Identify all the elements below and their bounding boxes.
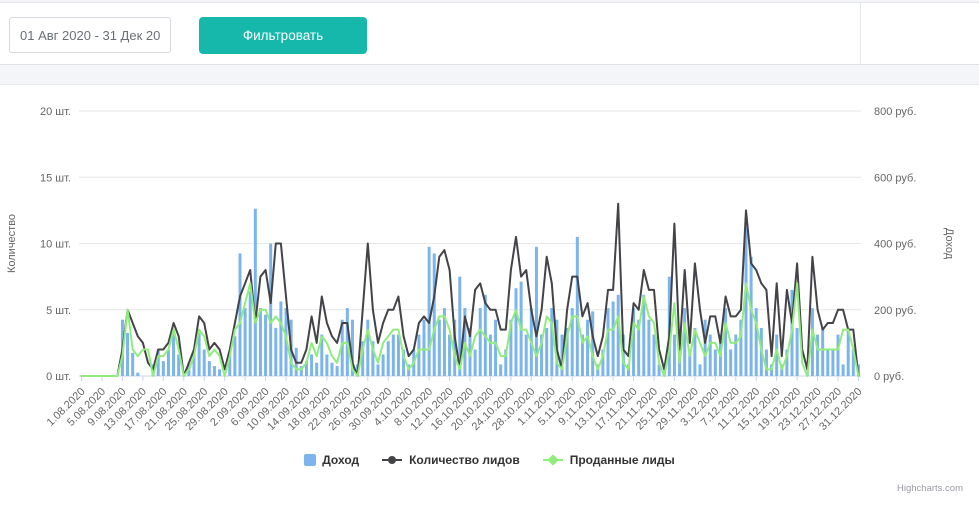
svg-text:15 шт.: 15 шт.	[40, 172, 71, 184]
right-axis-title: Доход	[943, 228, 955, 260]
legend-label: Количество лидов	[409, 453, 520, 467]
svg-text:600 руб.: 600 руб.	[874, 172, 916, 184]
legend-item-square[interactable]: Доход	[304, 453, 359, 467]
toolbar: Фильтровать	[0, 2, 979, 65]
circle-legend-marker-icon	[382, 456, 403, 464]
combo-chart: 0 шт. 0 руб. 5 шт. 200 руб. 10 шт. 400 руб. 15…	[6, 106, 955, 433]
highcharts-credits-link[interactable]: Highcharts.com	[897, 483, 963, 494]
svg-text:20 шт.: 20 шт.	[40, 106, 71, 118]
toolbar-divider	[860, 3, 861, 64]
diamond-legend-marker-icon	[542, 454, 563, 466]
date-range-input[interactable]	[9, 17, 171, 53]
svg-text:0 руб.: 0 руб.	[874, 371, 904, 383]
legend-item-diamond[interactable]: Проданные лиды	[542, 453, 675, 467]
svg-text:400 руб.: 400 руб.	[874, 239, 916, 251]
legend-item-circle[interactable]: Количество лидов	[381, 453, 520, 467]
chart-legend: Доход Количество лидов Проданные лиды	[0, 453, 979, 467]
legend-label: Доход	[322, 453, 360, 467]
square-legend-marker-icon	[304, 454, 317, 466]
svg-text:10 шт.: 10 шт.	[40, 239, 71, 251]
left-axis-title: Количество	[6, 214, 18, 273]
chart-card: 0 шт. 0 руб. 5 шт. 200 руб. 10 шт. 400 руб. 15…	[0, 84, 979, 509]
svg-text:5 шт.: 5 шт.	[46, 305, 71, 317]
svg-text:200 руб.: 200 руб.	[874, 305, 916, 317]
svg-text:800 руб.: 800 руб.	[874, 106, 916, 118]
legend-label: Проданные лиды	[569, 453, 675, 467]
filter-button[interactable]: Фильтровать	[199, 17, 367, 54]
svg-text:0 шт.: 0 шт.	[46, 371, 71, 383]
